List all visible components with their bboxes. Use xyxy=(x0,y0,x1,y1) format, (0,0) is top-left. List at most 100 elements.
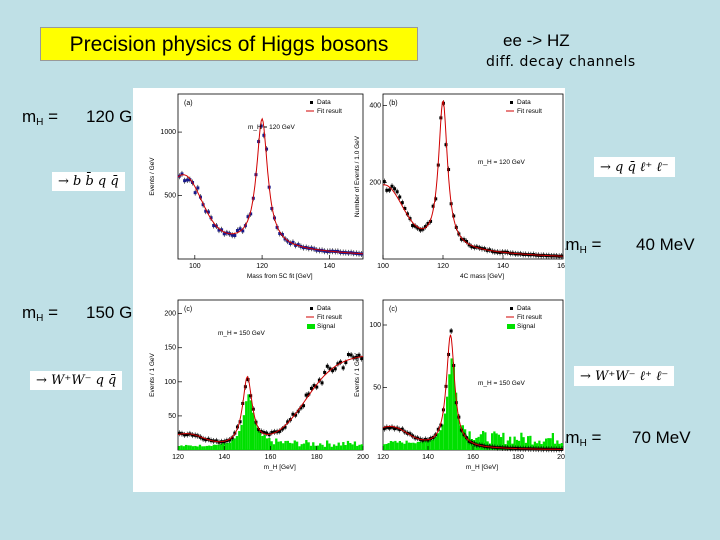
signal-bin xyxy=(353,441,357,450)
data-point xyxy=(403,207,407,211)
signal-bin xyxy=(401,442,404,450)
data-point xyxy=(206,210,210,214)
signal-bin xyxy=(198,444,202,450)
data-point xyxy=(390,425,394,429)
signal-bin xyxy=(520,432,523,450)
signal-bin xyxy=(305,440,308,450)
data-point xyxy=(400,201,404,205)
data-point xyxy=(498,251,502,255)
signal-bin xyxy=(558,443,561,450)
data-point xyxy=(246,215,250,219)
delta-subscript: H xyxy=(579,245,587,256)
signal-bin xyxy=(326,440,329,450)
data-point xyxy=(238,227,242,231)
legend-swatch xyxy=(310,307,313,310)
signal-bin xyxy=(286,440,289,450)
data-point xyxy=(177,431,181,435)
data-point xyxy=(217,440,221,444)
signal-bin xyxy=(403,443,406,450)
signal-bin xyxy=(421,438,424,450)
signal-bin xyxy=(307,442,310,450)
axes-frame xyxy=(177,299,364,451)
data-point xyxy=(408,432,412,436)
signal-bin xyxy=(358,444,361,450)
data-point xyxy=(385,425,389,429)
signal-bin xyxy=(203,446,206,450)
signal-bin xyxy=(540,444,543,450)
data-point xyxy=(180,172,184,176)
delta-equals: = xyxy=(586,428,602,447)
data-point xyxy=(390,184,394,188)
data-point xyxy=(395,190,399,194)
signal-bin xyxy=(443,413,446,450)
data-point xyxy=(349,353,353,357)
data-point xyxy=(331,369,335,373)
mass-symbol: m xyxy=(22,303,37,322)
signal-bin xyxy=(396,442,399,450)
signal-bin xyxy=(205,445,209,450)
x-tick-label: 160 xyxy=(265,454,277,461)
signal-bin xyxy=(425,439,428,450)
data-point xyxy=(483,247,487,251)
data-point xyxy=(429,219,433,223)
signal-bin xyxy=(531,444,534,450)
mass-subscript: H xyxy=(36,313,44,324)
data-point xyxy=(270,430,274,434)
data-point xyxy=(309,386,313,390)
signal-bin xyxy=(314,445,317,450)
signal-bin xyxy=(412,442,415,450)
legend-label: Data xyxy=(317,99,331,106)
x-axis-label: 4C mass [GeV] xyxy=(460,273,504,280)
signal-bin xyxy=(279,441,283,450)
x-tick-label: 200 xyxy=(357,454,369,461)
data-point xyxy=(434,197,438,201)
x-tick-label: 180 xyxy=(311,454,323,461)
legend-label: Fit result xyxy=(517,314,542,321)
data-point xyxy=(294,413,298,417)
x-axis-label: m_H [GeV] xyxy=(264,464,296,471)
signal-bin xyxy=(208,445,211,450)
signal-bin xyxy=(302,443,306,450)
data-point xyxy=(307,392,311,396)
data-point xyxy=(291,240,295,244)
data-point xyxy=(341,366,345,370)
axes-frame xyxy=(177,93,364,260)
data-point xyxy=(382,427,386,431)
signal-bin xyxy=(419,441,422,450)
mass-annotation: m_H = 150 GeV xyxy=(218,330,265,337)
data-point xyxy=(346,353,350,357)
signal-bin xyxy=(337,442,340,450)
signal-bin xyxy=(228,442,232,450)
data-point xyxy=(278,429,282,433)
data-point xyxy=(452,214,456,218)
mass-annotation: m_H = 120 GeV xyxy=(248,124,295,131)
chart-panel-2: 100 120 140 160 200 400 4C mass [GeV] Number of… xyxy=(354,93,569,280)
data-point xyxy=(283,425,287,429)
data-point xyxy=(325,250,329,254)
data-point xyxy=(204,209,208,213)
data-point xyxy=(201,437,205,441)
signal-bin xyxy=(247,394,250,450)
data-point xyxy=(296,409,300,413)
y-tick-label: 200 xyxy=(369,179,381,186)
signal-bin xyxy=(538,440,541,450)
signal-bin xyxy=(410,442,413,450)
signal-bin xyxy=(335,445,338,450)
signal-bin xyxy=(226,442,229,450)
x-tick-label: 120 xyxy=(256,263,268,270)
channels-note: diff. decay channels xyxy=(486,54,636,70)
legend-label: Data xyxy=(517,99,531,106)
signal-bin xyxy=(450,358,453,450)
panel-tag: (c) xyxy=(389,306,397,313)
data-point xyxy=(288,242,292,246)
slide-title: Precision physics of Higgs bosons xyxy=(40,27,418,61)
x-tick-label: 160 xyxy=(557,263,565,270)
legend-swatch xyxy=(310,101,313,104)
data-point xyxy=(323,249,327,253)
signal-bin xyxy=(360,444,363,450)
signal-bin xyxy=(477,436,480,450)
legend-label: Signal xyxy=(317,323,336,330)
signal-bin xyxy=(455,392,458,450)
signal-bin xyxy=(466,437,469,450)
data-point xyxy=(272,430,276,434)
